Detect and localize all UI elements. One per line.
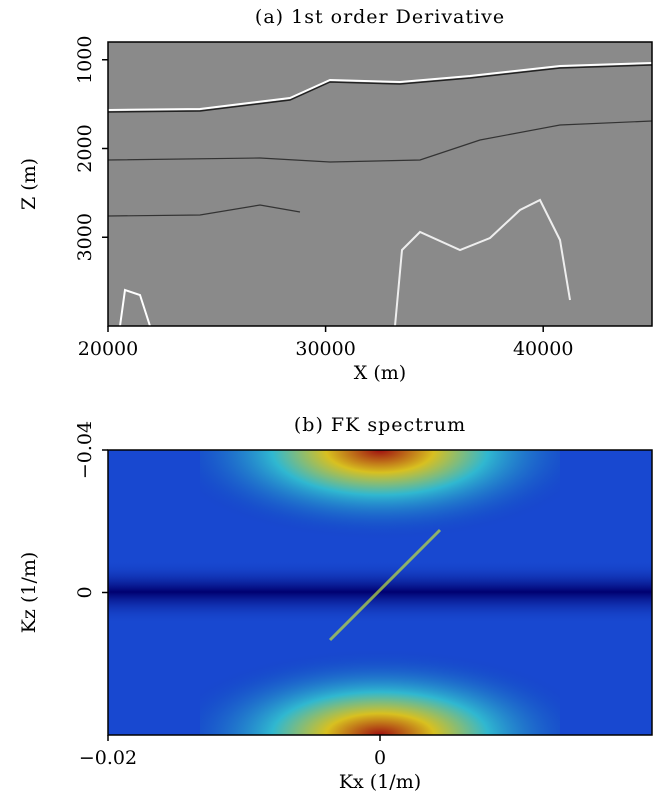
y-tick-label: −0.04 <box>74 421 96 479</box>
y-tick-label: 2000 <box>74 124 96 172</box>
panel-title: (b) FK spectrum <box>294 414 466 436</box>
x-tick-label: −0.02 <box>79 747 137 769</box>
y-axis-label: Z (m) <box>18 158 40 210</box>
x-tick-label: 40000 <box>513 338 573 360</box>
x-tick-label: 30000 <box>295 338 355 360</box>
y-axis-label: Kz (1/m) <box>18 552 40 634</box>
y-tick-label: 1000 <box>74 36 96 84</box>
x-axis-label: X (m) <box>354 362 406 384</box>
panel-title: (a) 1st order Derivative <box>255 6 505 28</box>
x-tick-label: 0 <box>374 747 386 769</box>
x-tick-label: 20000 <box>78 338 138 360</box>
y-tick-label: 0 <box>74 586 96 598</box>
x-axis-label: Kx (1/m) <box>339 771 421 793</box>
fk-image <box>108 450 652 735</box>
seismic-image <box>108 42 652 326</box>
y-tick-label: 3000 <box>74 213 96 261</box>
plot-frame <box>107 41 653 327</box>
